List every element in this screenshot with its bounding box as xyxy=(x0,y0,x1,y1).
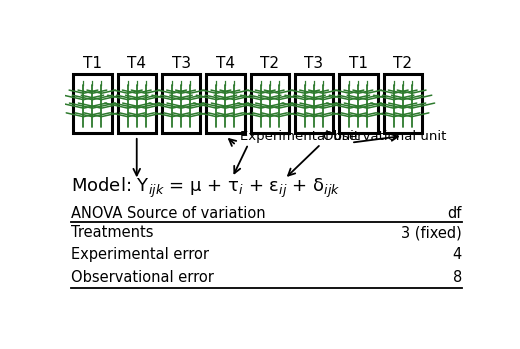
Text: T2: T2 xyxy=(260,57,279,72)
Text: T3: T3 xyxy=(305,57,323,72)
Text: Experimental error: Experimental error xyxy=(71,247,209,262)
Bar xyxy=(162,74,200,133)
Text: df: df xyxy=(448,206,462,221)
Text: T1: T1 xyxy=(349,57,368,72)
Bar xyxy=(118,74,156,133)
Text: Model: Y$_{ijk}$ = μ + τ$_{i}$ + ε$_{ij}$ + δ$_{ijk}$: Model: Y$_{ijk}$ = μ + τ$_{i}$ + ε$_{ij}… xyxy=(71,176,341,200)
Text: T3: T3 xyxy=(172,57,191,72)
Text: T4: T4 xyxy=(216,57,235,72)
Text: T4: T4 xyxy=(127,57,146,72)
Bar xyxy=(384,74,422,133)
Bar xyxy=(339,74,378,133)
Text: T1: T1 xyxy=(83,57,102,72)
Text: Experimental unit: Experimental unit xyxy=(240,130,359,143)
Bar xyxy=(73,74,112,133)
Bar xyxy=(295,74,333,133)
Text: ANOVA Source of variation: ANOVA Source of variation xyxy=(71,206,266,221)
Bar xyxy=(251,74,289,133)
Text: 3 (fixed): 3 (fixed) xyxy=(401,225,462,240)
Text: T2: T2 xyxy=(393,57,412,72)
Text: Observational unit: Observational unit xyxy=(323,130,446,143)
Text: 8: 8 xyxy=(453,269,462,284)
Bar xyxy=(206,74,244,133)
Text: Treatments: Treatments xyxy=(71,225,153,240)
Text: 4: 4 xyxy=(453,247,462,262)
Text: Observational error: Observational error xyxy=(71,269,214,284)
